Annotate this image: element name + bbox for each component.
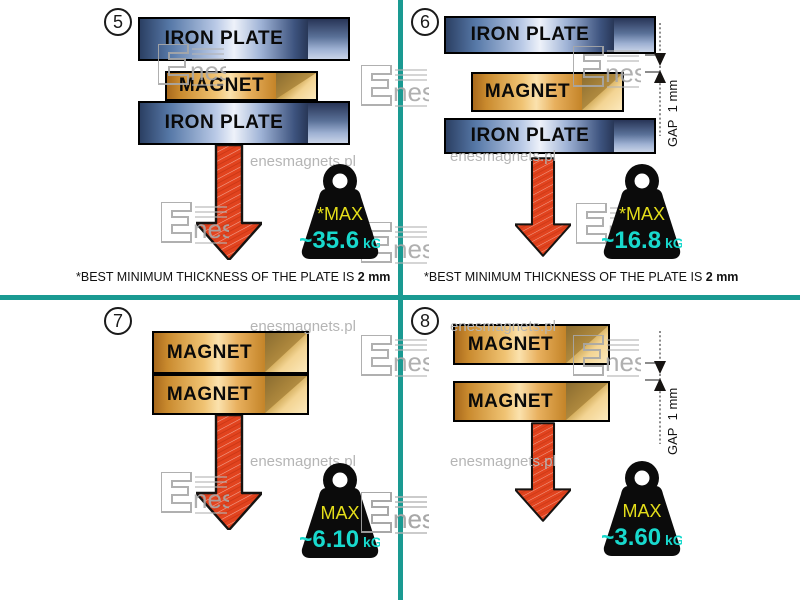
- svg-text:*MAX: *MAX: [317, 204, 363, 224]
- svg-text:MAX: MAX: [622, 501, 661, 521]
- svg-text:*MAX: *MAX: [619, 204, 665, 224]
- svg-text:MAX: MAX: [320, 503, 359, 523]
